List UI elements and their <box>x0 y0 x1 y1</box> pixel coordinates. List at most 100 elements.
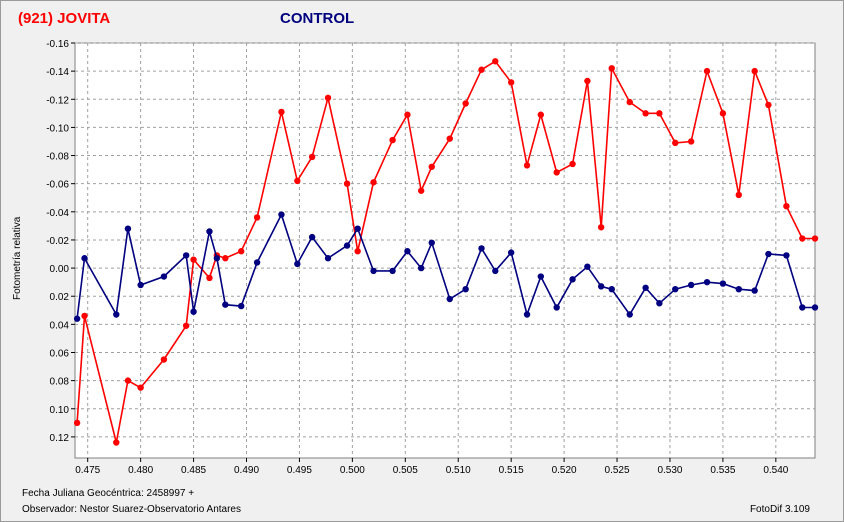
data-point-jovita <box>428 163 435 170</box>
y-tick-label: -0.12 <box>46 95 69 106</box>
data-point-jovita <box>687 138 695 145</box>
data-point-jovita <box>507 79 515 86</box>
x-tick-label: 0.525 <box>605 465 630 476</box>
data-point-jovita <box>113 439 120 446</box>
data-point-jovita <box>124 377 132 384</box>
x-tick-label: 0.490 <box>234 465 259 476</box>
julian-date-label: Fecha Juliana Geocéntrica: 2458997 + <box>22 488 195 499</box>
data-point-jovita <box>206 274 213 282</box>
data-point-jovita <box>324 94 332 102</box>
data-point-control <box>278 211 285 218</box>
data-point-control <box>446 295 453 303</box>
data-point-jovita <box>523 162 531 169</box>
data-point-jovita <box>343 180 351 187</box>
x-tick-label: 0.520 <box>552 465 577 476</box>
data-point-control <box>735 285 742 293</box>
data-point-control <box>537 273 545 280</box>
x-tick-label: 0.505 <box>393 465 418 476</box>
data-point-jovita <box>137 384 144 391</box>
y-tick-label: -0.02 <box>46 236 69 247</box>
y-tick-label: 0.00 <box>50 264 70 275</box>
data-point-control <box>428 239 435 246</box>
data-point-jovita <box>537 111 545 118</box>
x-tick-label: 0.495 <box>287 465 312 476</box>
data-point-control <box>343 242 351 249</box>
data-point-control <box>672 285 679 293</box>
data-point-jovita <box>492 58 499 65</box>
data-point-control <box>703 278 711 286</box>
series-group <box>73 58 819 446</box>
data-point-jovita <box>478 66 485 73</box>
data-point-jovita <box>446 135 453 142</box>
y-tick-label: -0.10 <box>46 123 69 134</box>
data-point-control <box>222 301 229 308</box>
y-tick-label: -0.04 <box>46 208 69 219</box>
data-point-jovita <box>672 139 679 147</box>
data-point-control <box>190 308 197 315</box>
data-point-control <box>417 264 425 272</box>
data-point-control <box>253 259 261 266</box>
data-point-jovita <box>294 177 301 185</box>
x-tick-label: 0.510 <box>446 465 471 476</box>
data-point-control <box>206 228 213 235</box>
data-point-control <box>389 267 396 275</box>
data-point-control <box>238 302 245 310</box>
observer-label: Observador: Nestor Suarez-Observatorio A… <box>22 504 241 515</box>
x-tick-label: 0.485 <box>181 465 206 476</box>
data-point-control <box>523 311 531 318</box>
x-tick-label: 0.480 <box>128 465 153 476</box>
data-point-control <box>626 311 633 318</box>
data-point-jovita <box>182 322 190 329</box>
data-point-control <box>597 283 605 290</box>
data-point-control <box>507 249 515 256</box>
x-tick-label: 0.530 <box>657 465 682 476</box>
data-point-jovita <box>354 248 361 255</box>
y-tick-label: 0.08 <box>50 377 70 388</box>
data-point-jovita <box>719 110 727 117</box>
data-point-control <box>294 260 301 268</box>
x-tick-label: 0.500 <box>340 465 365 476</box>
data-point-jovita <box>626 98 633 106</box>
y-tick-label: 0.02 <box>50 292 70 303</box>
x-tick-label: 0.515 <box>499 465 524 476</box>
y-tick-label: -0.08 <box>46 152 69 163</box>
x-tick-label: 0.540 <box>763 465 788 476</box>
data-point-jovita <box>278 108 285 116</box>
data-point-jovita <box>404 111 411 118</box>
data-point-jovita <box>783 202 790 210</box>
data-point-jovita <box>597 224 605 231</box>
data-point-control <box>608 285 615 293</box>
data-point-control <box>656 300 663 307</box>
y-tick-label: -0.14 <box>46 67 69 78</box>
data-point-jovita <box>735 191 742 199</box>
data-point-control <box>751 287 758 294</box>
y-tick-label: -0.16 <box>46 39 69 50</box>
x-tick-label: 0.475 <box>75 465 100 476</box>
data-point-control <box>765 250 772 258</box>
data-point-jovita <box>238 248 245 255</box>
data-point-control <box>478 245 485 252</box>
data-point-jovita <box>751 67 758 75</box>
data-point-jovita <box>160 356 168 363</box>
data-point-control <box>569 276 576 283</box>
y-tick-label: -0.06 <box>46 180 69 191</box>
data-point-jovita <box>253 214 261 221</box>
data-point-jovita <box>584 77 591 85</box>
data-point-jovita <box>765 101 772 109</box>
y-tick-label: 0.04 <box>50 320 70 331</box>
data-point-jovita <box>569 160 576 168</box>
data-point-jovita <box>190 256 197 263</box>
data-point-control <box>124 225 132 232</box>
data-point-jovita <box>799 235 806 242</box>
y-tick-label: 0.10 <box>50 405 70 416</box>
data-point-control <box>308 233 316 241</box>
data-point-control <box>462 285 469 293</box>
data-point-control <box>584 263 591 270</box>
data-point-jovita <box>222 255 229 262</box>
data-point-jovita <box>462 100 469 107</box>
data-point-control <box>213 255 221 262</box>
plot-area <box>74 42 816 459</box>
data-point-control <box>113 311 120 318</box>
data-point-control <box>687 281 695 289</box>
